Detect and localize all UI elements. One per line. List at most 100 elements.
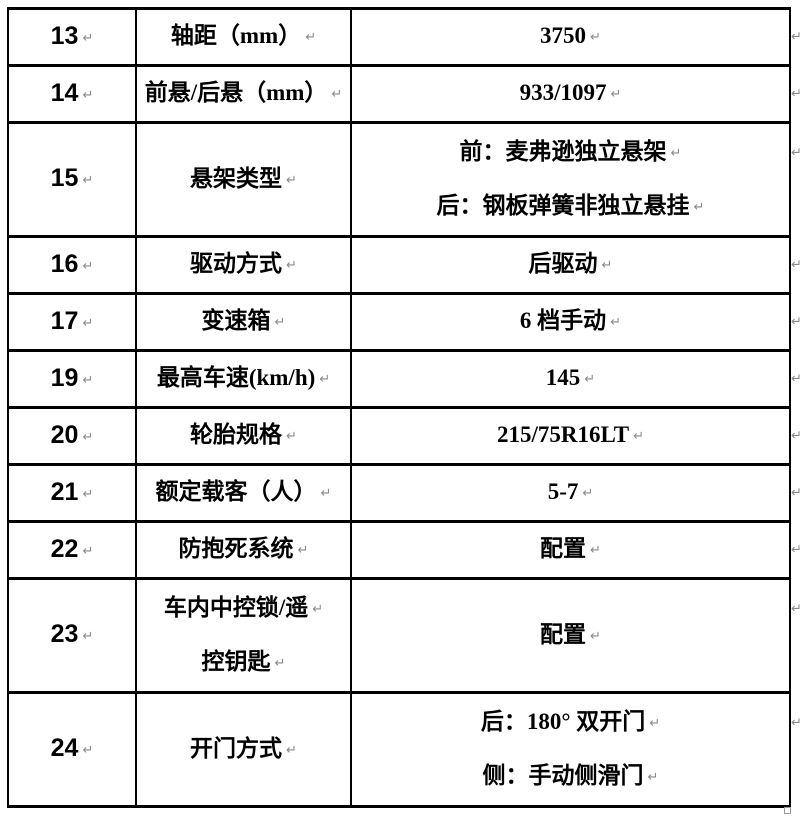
row-number-cell[interactable]: 13 ↵ [7,7,137,67]
cell-line: 后：180° 双开门 ↵ [481,707,660,739]
paragraph-mark-icon: ↵ [274,655,286,671]
cell-content: 前：麦弗逊独立悬架 ↵ 后：钢板弹簧非独立悬挂 ↵ [352,137,789,223]
cell-text: 驱动方式 [190,251,283,276]
cell-line: 侧：手动侧滑门 ↵ [483,761,659,793]
paragraph-mark-icon: ↵ [82,543,94,559]
paragraph-mark-icon: ↵ [649,715,661,731]
row-number-cell[interactable]: 22 ↵ [7,520,137,580]
cell-text: 22 [50,534,79,563]
cell-content: 车内中控锁/遥 ↵ 控钥匙 ↵ [137,593,350,679]
row-number-cell[interactable]: 14 ↵ [7,64,137,124]
table-row: 13 ↵ 轴距（mm） ↵ 3750 ↵ [7,7,791,67]
spec-value-cell[interactable]: 145 ↵ [350,349,791,409]
cell-content: 开门方式 ↵ [137,734,350,766]
cell-content: 215/75R16LT ↵ [352,420,789,452]
cell-line: 控钥匙 ↵ [202,647,286,679]
cell-line: 轴距（mm） ↵ [171,21,316,53]
paragraph-mark-icon: ↵ [297,543,309,558]
spec-name-cell[interactable]: 驱动方式 ↵ [135,235,352,295]
table-row: 23 ↵ 车内中控锁/遥 ↵ 控钥匙 ↵ 配置 ↵ [7,577,791,694]
paragraph-mark-icon: ↵ [286,172,297,188]
spec-value-cell[interactable]: 前：麦弗逊独立悬架 ↵ 后：钢板弹簧非独立悬挂 ↵ [350,121,791,238]
spec-name-cell[interactable]: 轮胎规格 ↵ [135,406,352,466]
row-number-cell[interactable]: 21 ↵ [7,463,137,523]
row-end-paragraph-mark-icon: ↵ [791,601,800,616]
table-row: 16 ↵ 驱动方式 ↵ 后驱动 ↵ [7,235,791,295]
cell-content: 17 ↵ [9,306,135,339]
spec-value-cell[interactable]: 3750 ↵ [350,7,791,67]
row-number-cell[interactable]: 23 ↵ [7,577,137,694]
cell-text: 额定载客（人） [155,479,317,504]
spec-name-cell[interactable]: 额定载客（人） ↵ [135,463,352,523]
paragraph-mark-icon: ↵ [82,173,94,188]
spec-value-cell[interactable]: 配置 ↵ [350,577,791,694]
spec-name-cell[interactable]: 防抱死系统 ↵ [135,520,352,580]
cell-line: 13 ↵ [51,21,94,54]
cell-content: 23 ↵ [9,619,135,652]
paragraph-mark-icon: ↵ [633,429,644,444]
spec-value-cell[interactable]: 配置 ↵ [350,520,791,580]
cell-text: 配置 [540,621,587,647]
spec-value-cell[interactable]: 后驱动 ↵ [350,235,791,295]
cell-line: 16 ↵ [51,249,94,282]
cell-content: 22 ↵ [9,534,135,567]
cell-text: 933/1097 [519,80,607,105]
paragraph-mark-icon: ↵ [610,87,622,102]
cell-text: 车内中控锁/遥 [163,594,309,620]
table-row: 22 ↵ 防抱死系统 ↵ 配置 ↵ [7,520,791,580]
cell-line: 轮胎规格 ↵ [190,420,297,452]
cell-content: 5-7 ↵ [352,477,789,509]
cell-text: 前悬/后悬（mm） [144,80,328,105]
paragraph-mark-icon: ↵ [331,87,343,102]
paragraph-mark-icon: ↵ [274,315,286,330]
cell-content: 933/1097 ↵ [352,78,789,110]
spec-value-cell[interactable]: 933/1097 ↵ [350,64,791,124]
row-number-cell[interactable]: 15 ↵ [7,121,137,238]
cell-line: 21 ↵ [51,477,94,510]
cell-text: 145 [545,365,581,390]
paragraph-mark-icon: ↵ [610,315,622,330]
cell-content: 13 ↵ [9,21,135,54]
spec-value-cell[interactable]: 215/75R16LT ↵ [350,406,791,466]
row-number-cell[interactable]: 19 ↵ [7,349,137,409]
spec-value-cell[interactable]: 5-7 ↵ [350,463,791,523]
table-row: 14 ↵ 前悬/后悬（mm） ↵ 933/1097 ↵ [7,64,791,124]
cell-line: 20 ↵ [51,420,94,453]
spec-value-cell[interactable]: 6 档手动 ↵ [350,292,791,352]
cell-content: 最高车速(km/h) ↵ [137,363,350,395]
cell-text: 配置 [540,536,587,561]
cell-line: 14 ↵ [51,78,94,111]
row-number-cell[interactable]: 16 ↵ [7,235,137,295]
cell-line: 开门方式 ↵ [190,734,297,766]
row-number-cell[interactable]: 24 ↵ [7,691,137,808]
cell-content: 20 ↵ [9,420,135,453]
cell-text: 20 [50,420,79,449]
spec-name-cell[interactable]: 轴距（mm） ↵ [135,7,352,67]
cell-line: 15 ↵ [51,163,94,196]
row-end-paragraph-mark-icon: ↵ [791,29,800,45]
spec-name-cell[interactable]: 悬架类型 ↵ [135,121,352,238]
table-row: 19 ↵ 最高车速(km/h) ↵ 145 ↵ [7,349,791,409]
spec-name-cell[interactable]: 前悬/后悬（mm） ↵ [135,64,352,124]
spec-value-cell[interactable]: 后：180° 双开门 ↵ 侧：手动侧滑门 ↵ [350,691,791,808]
cell-content: 驱动方式 ↵ [137,249,350,281]
row-number-cell[interactable]: 20 ↵ [7,406,137,466]
cell-line: 防抱死系统 ↵ [179,534,309,566]
cell-text: 轮胎规格 [190,422,283,447]
table-row: 24 ↵ 开门方式 ↵ 后：180° 双开门 ↵ 侧：手动侧滑门 ↵ [7,691,791,808]
cell-text: 最高车速(km/h) [156,365,316,390]
spec-name-cell[interactable]: 最高车速(km/h) ↵ [135,349,352,409]
paragraph-mark-icon: ↵ [312,601,324,617]
paragraph-mark-icon: ↵ [82,30,94,46]
cell-text: 开门方式 [190,735,283,761]
spec-name-cell[interactable]: 开门方式 ↵ [135,691,352,808]
cell-text: 侧：手动侧滑门 [482,762,644,788]
table-resize-handle[interactable] [784,807,791,814]
cell-content: 变速箱 ↵ [137,306,350,338]
cell-content: 前悬/后悬（mm） ↵ [137,78,350,110]
row-number-cell[interactable]: 17 ↵ [7,292,137,352]
spec-name-cell[interactable]: 车内中控锁/遥 ↵ 控钥匙 ↵ [135,577,352,694]
spec-name-cell[interactable]: 变速箱 ↵ [135,292,352,352]
paragraph-mark-icon: ↵ [320,486,332,501]
